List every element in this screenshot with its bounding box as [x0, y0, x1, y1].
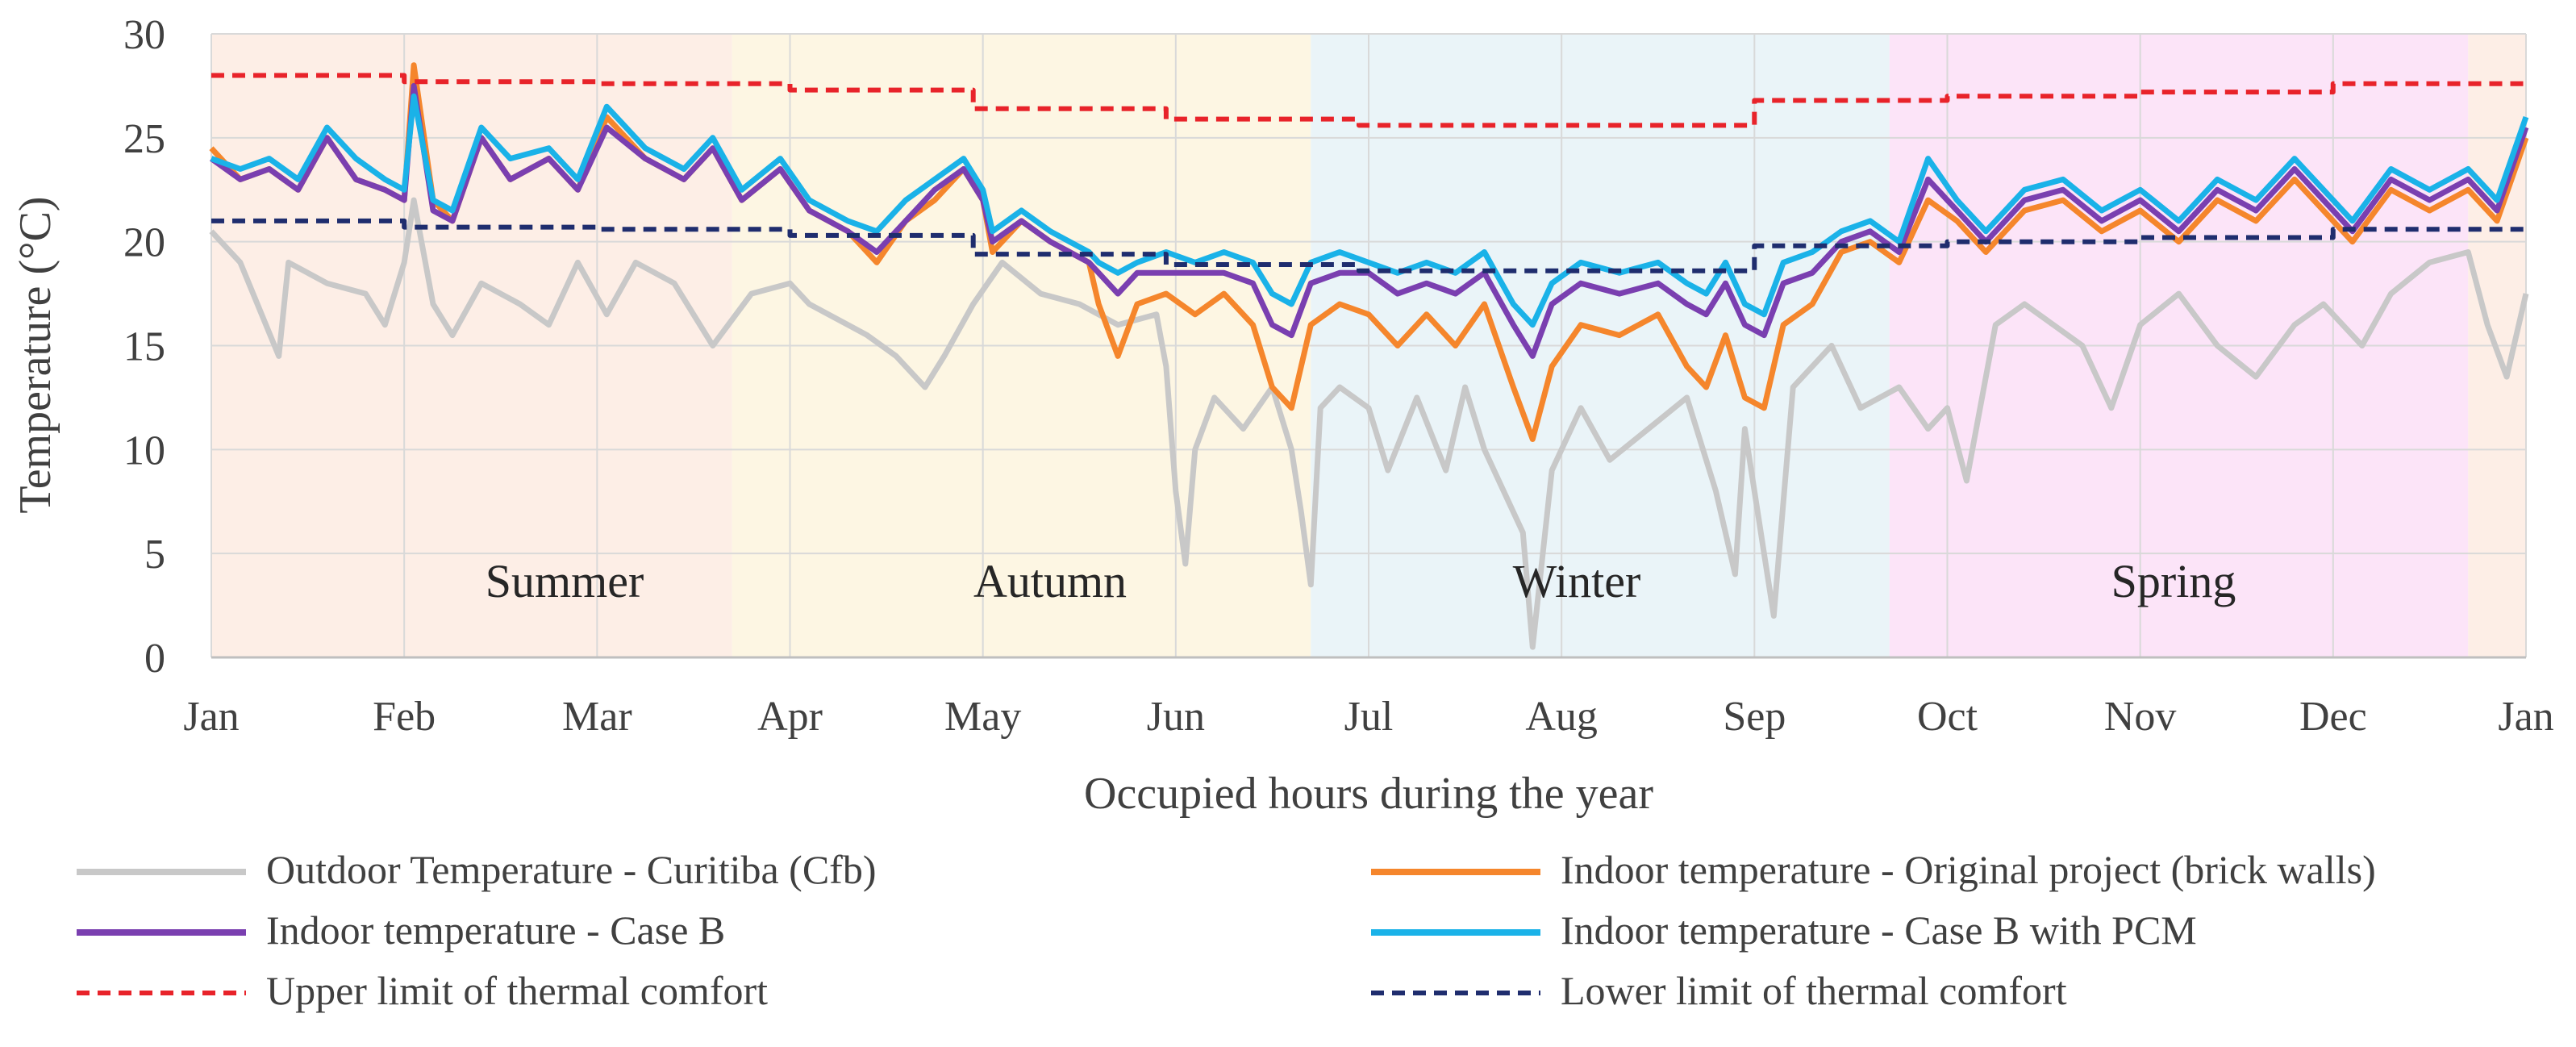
- legend: Outdoor Temperature - Curitiba (Cfb) Indo…: [77, 847, 2376, 1013]
- x-tick-label: Jul: [1344, 694, 1394, 740]
- legend-label-3: Indoor temperature - Case B with PCM: [1561, 907, 2197, 953]
- x-tick-label: Jan: [2498, 694, 2553, 740]
- x-tick-labels: Jan Feb Mar Apr May Jun Jul Aug Sep Oct Nov Dec Jan: [183, 694, 2553, 740]
- series-line-2: [209, 82, 2529, 359]
- x-tick-label: Jun: [1147, 694, 1205, 740]
- season-label-winter: Winter: [1513, 555, 1641, 607]
- x-tick-label: Dec: [2299, 694, 2367, 740]
- legend-label-4: Upper limit of thermal comfort: [266, 968, 768, 1013]
- season-label-spring: Spring: [2111, 555, 2236, 607]
- x-tick-label: Jan: [183, 694, 239, 740]
- y-tick-label: 5: [144, 532, 165, 578]
- series-line-3: [210, 93, 2529, 328]
- x-axis-title: Occupied hours during the year: [1084, 769, 1653, 819]
- y-tick-label: 25: [123, 116, 165, 162]
- x-tick-label: Feb: [373, 694, 436, 740]
- legend-label-2: Indoor temperature - Case B: [266, 907, 725, 953]
- y-tick-label: 0: [144, 636, 165, 682]
- legend-label-5: Lower limit of thermal comfort: [1561, 968, 2067, 1013]
- x-tick-label: Oct: [1917, 694, 1978, 740]
- y-axis-title: Temperature (°C): [10, 196, 60, 513]
- y-tick-label: 30: [123, 12, 165, 58]
- season-label-summer: Summer: [486, 555, 644, 607]
- legend-label-1: Indoor temperature - Original project (b…: [1561, 847, 2376, 892]
- y-tick-label: 10: [123, 428, 165, 473]
- x-tick-label: May: [944, 694, 1021, 740]
- legend-label-0: Outdoor Temperature - Curitiba (Cfb): [266, 847, 876, 892]
- x-tick-label: Nov: [2104, 694, 2177, 740]
- y-tick-labels: 0 5 10 15 20 25 30: [123, 12, 165, 682]
- x-tick-label: Apr: [757, 694, 823, 740]
- season-label-autumn: Autumn: [973, 555, 1127, 607]
- season-labels: Summer Autumn Winter Spring: [486, 555, 2236, 607]
- x-tick-label: Aug: [1525, 694, 1598, 740]
- data-series: [209, 62, 2529, 650]
- x-tick-label: Mar: [562, 694, 632, 740]
- x-tick-label: Sep: [1723, 694, 1786, 740]
- series-line-0: [209, 197, 2529, 650]
- y-tick-label: 15: [123, 324, 165, 370]
- y-tick-label: 20: [123, 220, 165, 266]
